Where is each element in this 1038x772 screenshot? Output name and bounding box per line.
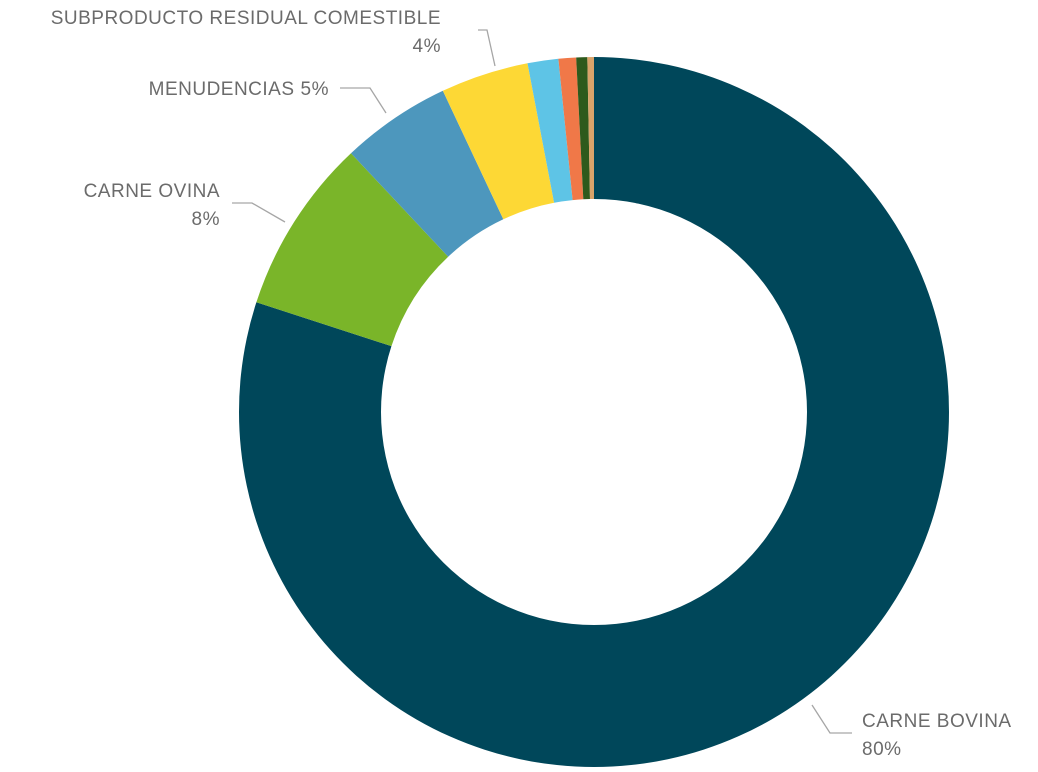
data-label: CARNE BOVINA [862,711,1012,732]
value-label: 8% [192,209,220,230]
value-label: 80% [862,739,902,760]
donut-segment [350,90,504,257]
data-label: CARNE OVINA [84,181,220,202]
data-label: 80% [862,739,902,760]
category-label: MENUDENCIAS [149,79,295,100]
category-label: CARNE OVINA [84,181,220,202]
data-label: 4% [413,36,441,57]
leader-line [232,202,286,223]
donut-segment [527,58,573,203]
leader-line [811,704,852,734]
donut-segment [558,57,584,201]
donut-segment [442,63,555,220]
donut [239,57,949,767]
donut-segment [239,57,949,767]
category-label: CARNE BOVINA [862,711,1012,732]
leader-line [478,29,496,67]
donut-segment [587,57,594,200]
leader-line [340,87,387,114]
donut-segment [576,57,590,200]
data-label: SUBPRODUCTO RESIDUAL COMESTIBLE [51,8,441,29]
data-label: 8% [192,209,220,230]
value-label: 5% [301,79,329,100]
value-label: 4% [413,36,441,57]
donut-segment [256,153,449,347]
data-label: MENUDENCIAS 5% [149,79,329,100]
category-label: SUBPRODUCTO RESIDUAL COMESTIBLE [51,8,441,29]
labels: CARNE BOVINA 80% CARNE OVINA 8% MENUDENCIAS 5… [51,8,1012,760]
